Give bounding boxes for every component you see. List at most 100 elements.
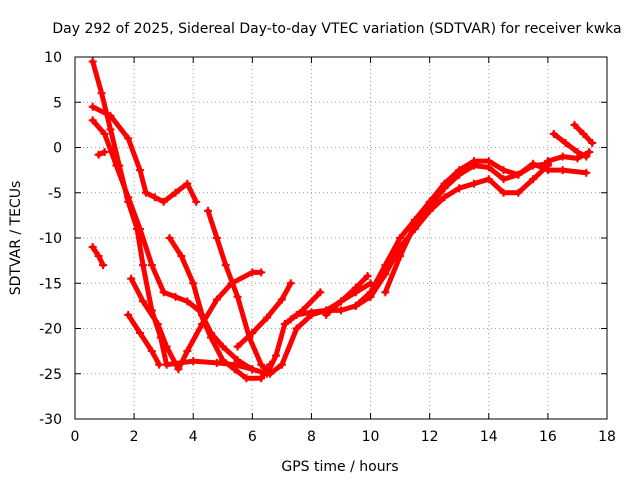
- data-point: [425, 197, 434, 206]
- data-point: [396, 234, 405, 242]
- data-point: [162, 342, 171, 351]
- data-point: [298, 306, 307, 315]
- data-point: [88, 102, 97, 111]
- data-point: [141, 188, 150, 197]
- data-point: [366, 288, 375, 297]
- data-point: [183, 179, 192, 188]
- y-tick-label: -15: [39, 276, 62, 292]
- data-point: [204, 206, 212, 215]
- data-point: [218, 342, 227, 351]
- y-tick-label: -5: [48, 186, 62, 202]
- data-point: [88, 243, 97, 252]
- data-series: [88, 57, 597, 383]
- data-point: [277, 360, 286, 369]
- data-point: [337, 297, 345, 306]
- data-point: [351, 301, 360, 310]
- data-point: [499, 188, 508, 197]
- data-point: [124, 193, 133, 202]
- data-point: [198, 310, 207, 319]
- data-point: [233, 292, 242, 301]
- data-point: [381, 261, 390, 270]
- data-point: [136, 329, 145, 338]
- data-point: [147, 347, 156, 356]
- data-point: [381, 288, 390, 297]
- data-point: [316, 288, 325, 297]
- data-point: [257, 374, 266, 383]
- x-tick-label: 18: [598, 429, 616, 445]
- data-point: [99, 261, 108, 270]
- data-point: [257, 360, 266, 369]
- series-track-17: [545, 149, 592, 164]
- x-tick-label: 4: [189, 429, 198, 445]
- data-point: [440, 193, 449, 202]
- data-point: [174, 365, 183, 374]
- y-tick-label: 10: [44, 50, 62, 66]
- x-tick-label: 6: [248, 429, 257, 445]
- x-tick-label: 12: [421, 429, 439, 445]
- data-point: [322, 310, 331, 319]
- data-point: [484, 157, 493, 166]
- data-point: [410, 215, 419, 224]
- data-point: [100, 148, 109, 157]
- data-point: [499, 166, 508, 175]
- data-point: [159, 288, 168, 297]
- data-point: [138, 261, 147, 270]
- data-point: [242, 374, 251, 383]
- axis-ticks: 0 2 4 6 8 10 12 14 16 18 10 5 0 -5 -10 -15 -20 -25 -30: [39, 50, 616, 445]
- data-point: [124, 310, 133, 319]
- x-axis-title: GPS time / hours: [281, 459, 398, 475]
- data-point: [470, 179, 478, 188]
- data-point: [307, 310, 316, 319]
- data-point: [558, 166, 567, 175]
- y-tick-label: -20: [39, 322, 62, 338]
- x-tick-label: 2: [130, 429, 139, 445]
- data-point: [106, 125, 115, 134]
- data-point: [147, 261, 156, 270]
- x-tick-label: 8: [307, 429, 316, 445]
- data-point: [138, 297, 147, 306]
- data-point: [212, 295, 221, 304]
- data-point: [499, 175, 508, 184]
- data-point: [183, 347, 192, 356]
- data-point: [351, 283, 360, 292]
- data-point: [136, 166, 145, 175]
- series-track-15: [551, 131, 589, 160]
- y-tick-label: 5: [53, 95, 62, 111]
- data-point: [221, 261, 230, 270]
- x-tick-label: 0: [71, 429, 80, 445]
- data-point: [150, 193, 159, 202]
- data-point: [230, 365, 239, 374]
- x-tick-label: 10: [362, 429, 380, 445]
- data-point: [396, 252, 405, 261]
- data-point: [233, 356, 242, 365]
- data-point: [470, 157, 478, 166]
- data-point: [155, 360, 164, 369]
- data-point: [529, 175, 538, 184]
- y-tick-label: -25: [39, 367, 62, 383]
- data-point: [88, 116, 97, 125]
- data-point: [153, 319, 162, 328]
- series-track-5: [167, 235, 374, 377]
- grid: [75, 57, 607, 419]
- data-point: [529, 159, 538, 168]
- data-point: [112, 161, 121, 170]
- data-point: [579, 129, 588, 138]
- x-tick-label: 14: [480, 429, 498, 445]
- data-point: [280, 319, 289, 328]
- data-point: [263, 313, 272, 322]
- y-tick-label: -30: [39, 412, 62, 428]
- data-point: [292, 324, 301, 333]
- data-point: [248, 268, 257, 277]
- data-point: [159, 197, 168, 206]
- data-point: [189, 279, 198, 288]
- data-point: [127, 274, 136, 283]
- data-point: [440, 179, 449, 188]
- series-track-8: [353, 158, 589, 309]
- series-track-12: [125, 312, 162, 368]
- data-point: [585, 148, 594, 157]
- data-point: [484, 175, 493, 184]
- data-point: [277, 295, 286, 304]
- data-point: [257, 268, 266, 277]
- x-tick-label: 16: [539, 429, 557, 445]
- data-point: [514, 170, 523, 179]
